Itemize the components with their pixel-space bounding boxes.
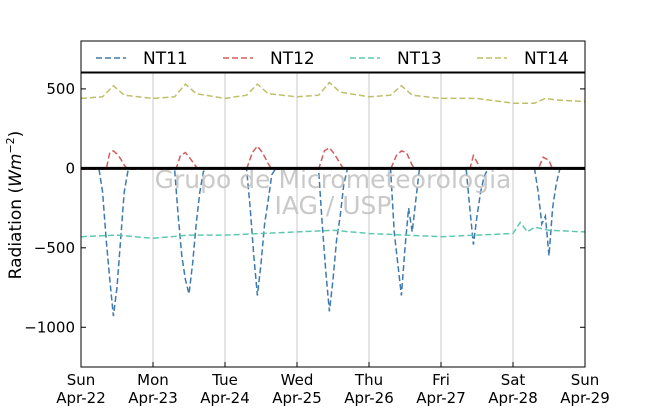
x-tick-date: Apr-25 (272, 389, 322, 407)
legend-label-nt11: NT11 (143, 49, 188, 69)
x-tick-date: Apr-28 (488, 389, 538, 407)
x-tick-day: Thu (354, 371, 383, 389)
grid-layer (152, 73, 514, 367)
legend-label-nt12: NT12 (270, 49, 315, 69)
x-tick-date: Apr-22 (56, 389, 106, 407)
x-tick-day: Wed (281, 371, 314, 389)
legend-label-nt14: NT14 (524, 49, 569, 69)
x-tick-date: Apr-27 (416, 389, 466, 407)
y-axis-label-exponent: −2 (4, 137, 17, 153)
y-tick-label: 500 (46, 80, 75, 98)
y-tick-label: −1000 (24, 318, 75, 336)
y-axis-label-unit: Wm (6, 154, 26, 187)
x-tick-day: Fri (432, 371, 450, 389)
series-line-nt14 (80, 81, 586, 104)
x-tick-day: Sun (67, 371, 96, 389)
legend-box (80, 40, 586, 73)
x-tick-date: Apr-24 (200, 389, 250, 407)
series-line-nt13 (80, 221, 586, 240)
legend: NT11 NT12 NT13 NT14 (80, 40, 586, 73)
x-tick-date: Apr-23 (128, 389, 178, 407)
axes-layer: 5000−500−1000SunApr-22MonApr-23TueApr-24… (24, 72, 610, 407)
legend-label-nt13: NT13 (397, 49, 442, 69)
x-tick-day: Mon (137, 371, 169, 389)
y-axis-label-text: Radiation ( (6, 187, 26, 279)
y-axis-label-close: ) (6, 131, 26, 138)
watermark-line-2: IAG / USP (275, 191, 392, 220)
y-tick-label: 0 (65, 159, 75, 177)
plot-frame (80, 72, 586, 368)
x-tick-day: Sun (571, 371, 600, 389)
x-tick-date: Apr-26 (344, 389, 394, 407)
y-tick-label: −500 (34, 239, 75, 257)
x-tick-date: Apr-29 (560, 389, 610, 407)
x-tick-day: Sat (501, 371, 526, 389)
x-tick-day: Tue (211, 371, 238, 389)
y-axis-label: Radiation (Wm−2) (4, 131, 26, 280)
